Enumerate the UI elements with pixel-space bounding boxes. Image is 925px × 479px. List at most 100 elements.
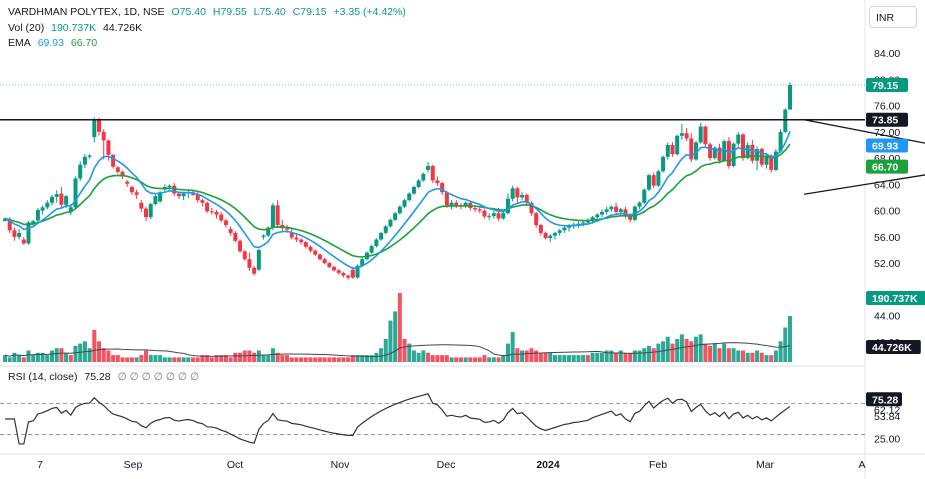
currency-label: INR: [876, 12, 895, 24]
volume-bar: [430, 355, 435, 362]
price-badge-label: 44.726K: [872, 342, 912, 354]
volume-bar: [604, 350, 609, 362]
rsi-extra: ∅ ∅ ∅ ∅ ∅ ∅ ∅: [117, 371, 200, 383]
volume-bar: [50, 350, 55, 362]
candle-body: [609, 206, 614, 210]
candle-body: [200, 200, 205, 203]
candle-body: [35, 209, 40, 221]
candle-body: [275, 205, 280, 226]
candle-body: [64, 196, 69, 205]
candle-body: [87, 155, 92, 157]
candle-body: [712, 147, 717, 159]
candle-body: [407, 193, 412, 201]
candle-body: [505, 198, 510, 214]
volume-bar: [172, 357, 177, 362]
volume-bar: [379, 348, 384, 362]
candle-body: [393, 213, 398, 220]
candle-body: [355, 265, 360, 278]
price-tick-label: 56.00: [874, 232, 900, 244]
volume-bar: [416, 352, 421, 362]
candle-body: [430, 166, 435, 181]
candle-body: [628, 215, 633, 220]
candle-body: [745, 145, 750, 159]
volume-bar: [496, 357, 501, 362]
candle-body: [510, 188, 515, 199]
volume-bar: [764, 355, 769, 362]
candle-body: [454, 202, 459, 206]
volume-bar: [181, 357, 186, 362]
volume-bar: [397, 293, 402, 362]
volume-bar: [223, 355, 228, 362]
price-tick-label: 76.00: [874, 101, 900, 113]
volume-bar: [64, 352, 69, 362]
candle-body: [543, 232, 548, 239]
candle-body: [731, 143, 736, 166]
candle-body: [172, 185, 177, 194]
volume-bar: [599, 352, 604, 362]
volume-bar: [228, 357, 233, 362]
candle-body: [473, 208, 478, 210]
volume-bar: [520, 350, 525, 362]
volume-bar: [341, 357, 346, 362]
volume-bar: [233, 352, 238, 362]
volume-bar: [623, 352, 628, 362]
volume-value: 190.737K: [51, 22, 97, 34]
volume-ma-line: [4, 342, 791, 358]
candle-body: [209, 211, 214, 213]
candle-body: [360, 259, 365, 266]
volume-bar: [637, 350, 642, 362]
volume-bar: [411, 350, 416, 362]
volume-bar: [266, 355, 271, 362]
volume-bar: [407, 343, 412, 362]
volume-bar: [571, 355, 576, 362]
candle-body: [684, 133, 689, 139]
currency-button[interactable]: INR: [869, 6, 917, 28]
candle-body: [693, 142, 698, 160]
candle-body: [496, 213, 501, 219]
time-tick-label: 2024: [536, 459, 560, 471]
candle-body: [176, 193, 181, 197]
candle-body: [637, 202, 642, 207]
candle-body: [604, 209, 609, 212]
volume-bar: [614, 352, 619, 362]
time-tick-label: Dec: [437, 459, 456, 471]
volume-bar: [40, 352, 45, 362]
candle-body: [115, 167, 120, 172]
price-tick-label: 44.00: [874, 311, 900, 323]
candle-body: [21, 239, 26, 244]
candle-body: [252, 267, 257, 274]
volume-bar: [440, 355, 445, 362]
candle-body: [402, 200, 407, 207]
rsi-badge-label: 75.28: [872, 394, 898, 406]
candle-body: [491, 213, 496, 216]
volume-bar: [31, 355, 36, 362]
volume-bar: [374, 352, 379, 362]
triangle-upper-line: [803, 119, 925, 144]
candle-body: [444, 192, 449, 206]
volume-bar: [219, 355, 224, 362]
candle-body: [552, 232, 557, 236]
volume-bar: [769, 355, 774, 362]
candle-body: [332, 267, 337, 271]
volume-bar: [167, 357, 172, 362]
candle-body: [487, 215, 492, 217]
candle-body: [670, 145, 675, 155]
candle-body: [270, 205, 275, 228]
trendlines: [0, 84, 925, 195]
time-tick-label: Nov: [331, 459, 350, 471]
candle-body: [73, 178, 78, 208]
candle-body: [106, 140, 111, 155]
candle-body: [722, 141, 727, 161]
candle-body: [247, 259, 252, 268]
volume-bar: [261, 355, 266, 362]
volume-bar: [308, 357, 313, 362]
candle-body: [463, 202, 468, 207]
volume-bars: [3, 293, 792, 362]
price-tick-label: 84.00: [874, 48, 900, 60]
candle-body: [388, 219, 393, 227]
candle-body: [675, 135, 680, 155]
volume-bar: [205, 355, 210, 362]
volume-bar: [303, 357, 308, 362]
